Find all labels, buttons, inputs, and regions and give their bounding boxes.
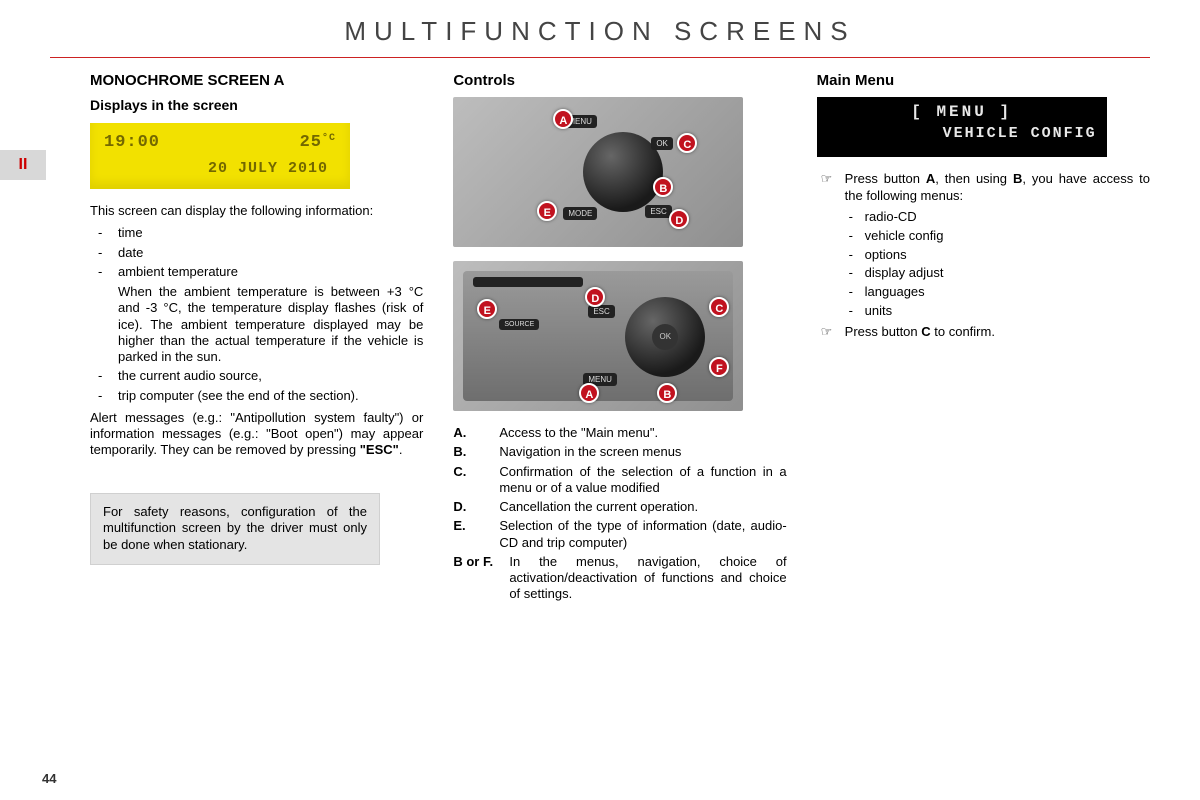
alert-bold: "ESC" [360, 442, 399, 457]
def-item: B.Navigation in the screen menus [453, 444, 786, 460]
list-item-label: ambient temperature [118, 264, 238, 279]
def-label: A. [453, 425, 499, 441]
menu-item: units [845, 303, 1150, 320]
lcd-time: 19:00 [104, 133, 160, 152]
def-item: C.Confirmation of the selection of a fun… [453, 464, 786, 497]
source-button-icon: SOURCE [499, 319, 539, 330]
controls-photo-bottom: OK ESC MENU SOURCE ABCDEF [453, 261, 743, 411]
col3-heading: Main Menu [817, 72, 1150, 89]
step-text: , then using [935, 171, 1013, 186]
column-right: Main Menu [ MENU ] VEHICLE CONFIG Press … [817, 72, 1150, 606]
col1-heading: MONOCHROME SCREEN A [90, 72, 423, 89]
list-item: date [90, 245, 423, 261]
step-text: to confirm. [931, 324, 995, 339]
section-tab: II [0, 150, 46, 180]
step-bold: C [921, 324, 930, 339]
columns: MONOCHROME SCREEN A Displays in the scre… [0, 72, 1200, 606]
def-item: E.Selection of the type of information (… [453, 518, 786, 551]
def-label: E. [453, 518, 499, 551]
lcd-temp-val: 25 [300, 133, 322, 152]
lcd-yellow-display: 19:00 25°C 20 JULY 2010 [90, 123, 350, 189]
def-label: B. [453, 444, 499, 460]
step-bold: B [1013, 171, 1022, 186]
def-text: Cancellation the current operation. [499, 499, 786, 515]
controls-photo-top: MENU MODE OK ESC ABCDE [453, 97, 743, 247]
page-title: MULTIFUNCTION SCREENS [0, 10, 1200, 57]
menu-item: radio-CD [845, 209, 1150, 226]
def-label: C. [453, 464, 499, 497]
def-text: In the menus, navigation, choice of acti… [509, 554, 786, 603]
def-text: Access to the "Main menu". [499, 425, 786, 441]
step-bold: A [926, 171, 935, 186]
menu-list: radio-CD vehicle config options display … [845, 209, 1150, 320]
esc-button-icon: ESC [645, 205, 671, 218]
col1-subheading: Displays in the screen [90, 97, 423, 113]
column-middle: Controls MENU MODE OK ESC ABCDE OK ESC M… [453, 72, 786, 606]
def-label: D. [453, 499, 499, 515]
menu-item: vehicle config [845, 228, 1150, 245]
lcd-temp: 25°C [300, 133, 336, 152]
column-left: MONOCHROME SCREEN A Displays in the scre… [90, 72, 423, 606]
ok-button-icon: OK [651, 137, 673, 150]
lcd-black-line2: VEHICLE CONFIG [827, 125, 1097, 142]
list-item: time [90, 225, 423, 241]
list-item: the current audio source, [90, 368, 423, 384]
menu-item: languages [845, 284, 1150, 301]
def-label: B or F. [453, 554, 509, 603]
marker-c: C [677, 133, 697, 153]
lcd-black-line1: [ MENU ] [827, 103, 1097, 121]
marker-b: B [653, 177, 673, 197]
col2-heading: Controls [453, 72, 786, 89]
col1-list: time date ambient temperature When the a… [90, 225, 423, 404]
safety-note: For safety reasons, configuration of the… [90, 493, 380, 566]
step-item: Press button C to confirm. [817, 324, 1150, 341]
menu-item: options [845, 247, 1150, 264]
marker-d: D [669, 209, 689, 229]
controls-definitions: A.Access to the "Main menu". B.Navigatio… [453, 425, 786, 603]
col1-intro: This screen can display the following in… [90, 203, 423, 219]
def-item: A.Access to the "Main menu". [453, 425, 786, 441]
menu-item: display adjust [845, 265, 1150, 282]
marker-e: E [537, 201, 557, 221]
lcd-black-display: [ MENU ] VEHICLE CONFIG [817, 97, 1107, 157]
lcd-date: 20 JULY 2010 [104, 160, 336, 177]
step-text: Press button [845, 171, 926, 186]
def-text: Navigation in the screen menus [499, 444, 786, 460]
col1-alert: Alert messages (e.g.: "Antipollution sys… [90, 410, 423, 459]
def-item: D.Cancellation the current operation. [453, 499, 786, 515]
lcd-temp-unit: °C [322, 133, 336, 144]
header-rule [50, 57, 1150, 58]
step-item: Press button A, then using B, you have a… [817, 171, 1150, 320]
list-item-sub: When the ambient temperature is between … [118, 284, 423, 365]
alert-post: . [399, 442, 403, 457]
def-item: B or F.In the menus, navigation, choice … [453, 554, 786, 603]
list-item: ambient temperature When the ambient tem… [90, 264, 423, 366]
esc-button-icon: ESC [588, 305, 614, 318]
steps-list: Press button A, then using B, you have a… [817, 171, 1150, 341]
page-number: 44 [42, 771, 56, 786]
cd-slot-icon [473, 277, 583, 287]
list-item: trip computer (see the end of the sectio… [90, 388, 423, 404]
def-text: Selection of the type of information (da… [499, 518, 786, 551]
def-text: Confirmation of the selection of a funct… [499, 464, 786, 497]
step-text: Press button [845, 324, 922, 339]
mode-button-icon: MODE [563, 207, 597, 220]
